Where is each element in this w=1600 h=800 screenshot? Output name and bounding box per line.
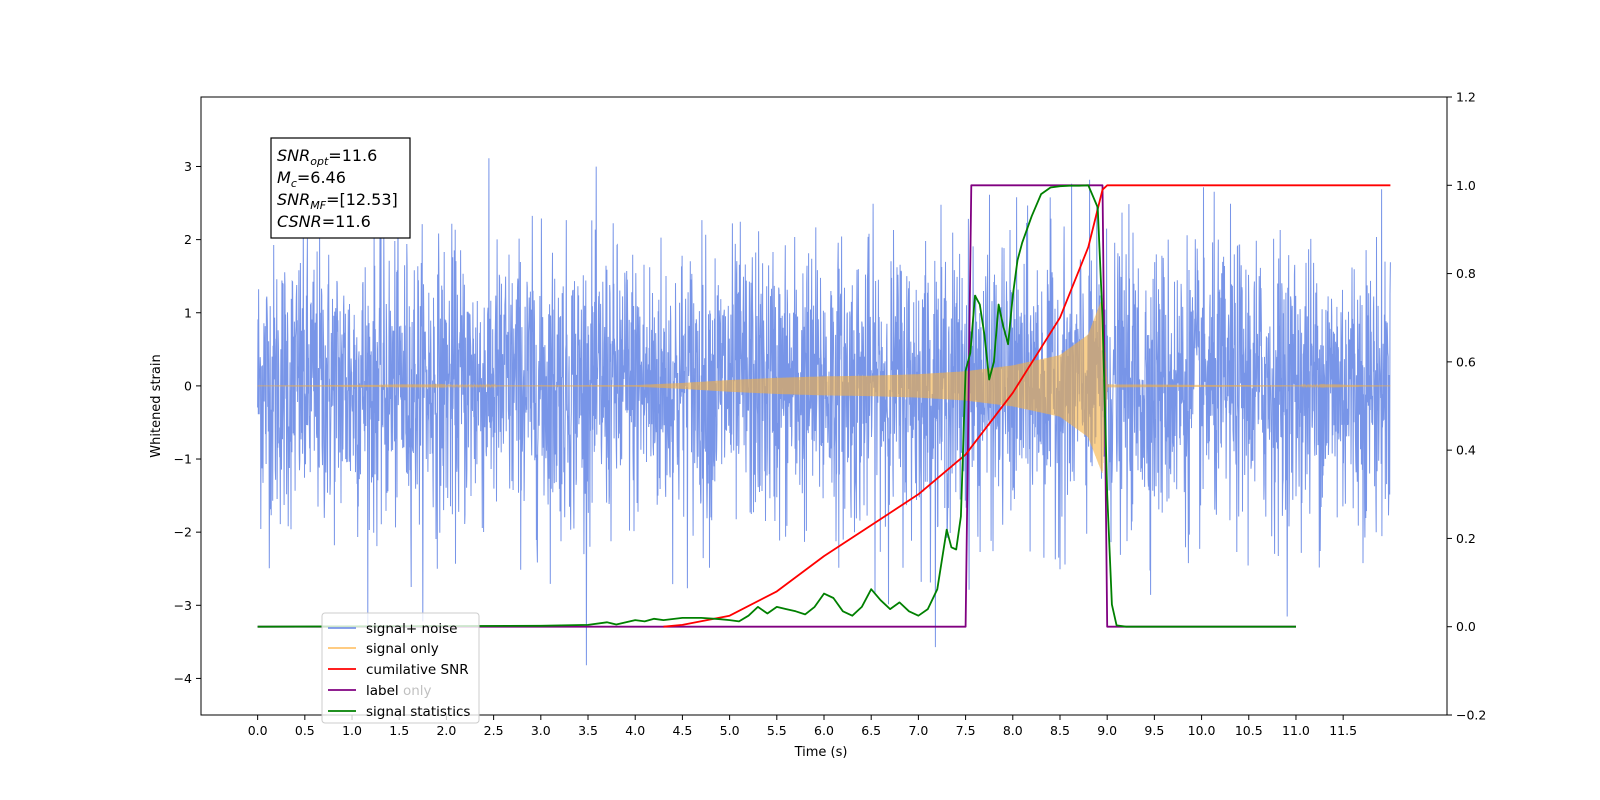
y-tick-label: −4 [174,671,192,686]
annotation-subscript: c [291,177,297,190]
y2-tick-label: 0.2 [1456,531,1476,546]
x-tick-label: 5.0 [720,723,740,738]
legend: signal+ noise signal only cumilative SNR la… [321,612,480,724]
x-tick-label: 10.0 [1188,723,1216,738]
legend-label: label [366,683,399,699]
legend-label: label only [366,683,432,699]
annotation-frame [270,137,411,239]
y-tick-label: −1 [174,452,192,467]
annotation-subscript: MF [310,199,326,212]
x-tick-label: 2.0 [436,723,456,738]
annotation-symbol: CSNR [277,212,322,231]
legend-label: signal only [366,641,439,657]
x-tick-label: 7.5 [956,723,976,738]
y-tick-label: 3 [184,159,192,174]
x-tick-label: 9.0 [1097,723,1117,738]
signal-statistics-line [257,184,1296,628]
signal-noise-series [257,158,1391,666]
annotation-subscript: opt [310,155,329,168]
annotation-value: =11.6 [322,212,371,231]
y-tick-label: 2 [184,232,192,247]
y2-tick-label: 0.8 [1456,266,1476,281]
x-tick-label: 5.5 [767,723,787,738]
x-tick-label: 10.5 [1235,723,1263,738]
y-tick-label: 0 [184,378,192,393]
y2-tick-label: 0.0 [1456,619,1476,634]
annotation-line: Mc=6.46 [277,168,346,190]
y-tick-label: −3 [174,598,192,613]
x-axis: 0.0 0.5 1.0 1.5 2.0 2.5 3.0 3.5 4.0 4.5 5.0 5.5 6.0 6… [248,715,1357,738]
x-tick-label: 1.0 [342,723,362,738]
x-tick-label: 2.5 [484,723,504,738]
x-tick-label: 3.5 [578,723,598,738]
signal-only-series [257,298,1391,473]
x-tick-label: 8.5 [1050,723,1070,738]
y2-tick-label: −0.2 [1456,708,1486,723]
legend-frame [321,612,480,724]
y-tick-label: −2 [174,525,192,540]
x-axis-label: Time (s) [794,745,848,760]
x-tick-label: 9.5 [1144,723,1164,738]
y-axis-label: Whitened strain [149,354,164,457]
y-axis-left: 3 2 1 0 −1 −2 −3 −4 [174,159,201,686]
x-tick-label: 8.0 [1003,723,1023,738]
x-tick-label: 11.5 [1329,723,1357,738]
annotation-line: SNRopt=11.6 [277,146,377,168]
legend-label: signal statistics [366,704,470,720]
x-tick-label: 3.0 [531,723,551,738]
signal-only-line [257,298,1391,473]
annotation-value: =[12.53] [326,190,398,209]
x-tick-label: 7.0 [908,723,928,738]
annotation-value: =6.46 [297,168,346,187]
y2-tick-label: 1.0 [1456,178,1476,193]
x-tick-label: 1.5 [389,723,409,738]
x-tick-label: 4.5 [672,723,692,738]
x-tick-label: 11.0 [1282,723,1310,738]
annotation-symbol: M [277,168,291,187]
annotation-line: CSNR=11.6 [277,212,371,231]
cumulative-snr-line [663,184,1391,628]
x-tick-label: 0.5 [295,723,315,738]
line-series-group [257,184,1391,628]
y-axis-right: 1.2 1.0 0.8 0.6 0.4 0.2 0.0 −0.2 [1447,90,1486,723]
y2-tick-label: 1.2 [1456,90,1476,105]
x-tick-label: 6.5 [861,723,881,738]
x-tick-label: 0.0 [248,723,268,738]
x-tick-label: 6.0 [814,723,834,738]
y-tick-label: 1 [184,305,192,320]
x-tick-label: 4.0 [625,723,645,738]
signal-noise-line [257,158,1391,666]
y2-tick-label: 0.6 [1456,354,1476,369]
legend-label: cumilative SNR [366,662,469,678]
legend-label: signal+ noise [366,621,457,637]
annotation-symbol: SNR [277,190,310,209]
annotation-symbol: SNR [277,146,310,165]
y2-tick-label: 0.4 [1456,443,1476,458]
annotation-value: =11.6 [328,146,377,165]
annotation-line: SNRMF=[12.53] [277,190,398,212]
